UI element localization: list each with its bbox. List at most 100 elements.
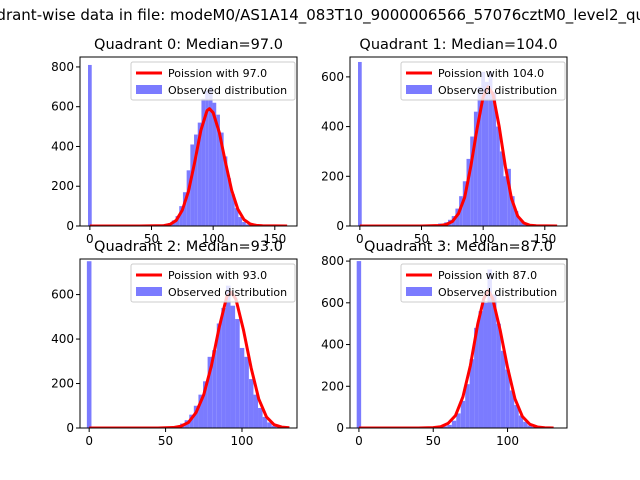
- histogram-bar: [469, 359, 475, 428]
- x-tick-label: 50: [144, 232, 159, 246]
- x-tick-label: 100: [472, 232, 495, 246]
- y-tick-label: 400: [51, 332, 74, 346]
- histogram-bar: [201, 98, 206, 226]
- x-tick-label: 0: [86, 232, 94, 246]
- histogram-bar: [462, 181, 467, 226]
- y-tick-label: 600: [51, 100, 74, 114]
- histogram-bar: [499, 151, 504, 226]
- histogram-bar: [510, 196, 515, 226]
- histogram-bar: [514, 211, 519, 226]
- axes-frame: [79, 56, 298, 227]
- histogram-bar: [518, 218, 522, 226]
- legend: Poission with 87.0 Observed distribution: [400, 263, 566, 303]
- histogram-bar: [242, 222, 246, 226]
- histogram-bar: [503, 176, 508, 226]
- histogram-bar: [442, 426, 448, 428]
- y-tick-label: 800: [51, 60, 74, 74]
- axes-frame: [79, 258, 298, 429]
- histogram-bar: [238, 217, 243, 226]
- subplot-title: Quadrant 2: Median=93.0: [94, 239, 283, 255]
- histogram-bar: [271, 425, 277, 428]
- histogram-bar: [230, 305, 236, 428]
- legend-box: [130, 61, 296, 101]
- legend-label-observed: Observed distribution: [168, 286, 287, 299]
- x-tick-label: 0: [85, 434, 93, 448]
- x-tick-label: 50: [426, 434, 441, 448]
- histogram-bar: [244, 356, 249, 428]
- histogram-bar: [245, 224, 250, 226]
- poisson-curve-line: [89, 107, 288, 226]
- plot-marks: [88, 64, 288, 226]
- histogram-bar: [86, 261, 92, 428]
- x-tick-label: 100: [231, 434, 254, 448]
- subplot-title: Quadrant 3: Median=87.0: [364, 239, 553, 255]
- y-tick-label: 0: [336, 421, 344, 435]
- histogram-bar: [496, 126, 500, 226]
- legend-label-poisson: Poission with 104.0: [438, 67, 544, 80]
- y-tick-label: 0: [66, 219, 74, 233]
- legend-label-observed: Observed distribution: [168, 84, 287, 97]
- histogram-bar: [523, 421, 528, 428]
- legend-box: [400, 263, 566, 303]
- histogram-bar: [456, 413, 461, 428]
- histogram-bar: [182, 192, 187, 226]
- legend: Poission with 104.0 Observed distribution: [400, 61, 566, 101]
- x-tick-label: 0: [356, 232, 364, 246]
- histogram-bar: [488, 71, 493, 226]
- legend-label-poisson: Poission with 87.0: [438, 269, 537, 282]
- histogram-bar: [358, 61, 362, 226]
- histogram-bar: [258, 407, 263, 428]
- histogram-bar: [474, 327, 479, 428]
- legend-bar-swatch: [136, 287, 162, 296]
- legend-bar-swatch: [406, 85, 432, 94]
- histogram-bar: [227, 178, 232, 226]
- legend-label-poisson: Poission with 97.0: [168, 67, 267, 80]
- legend-box: [400, 61, 566, 101]
- subplot-quadrant-2: Quadrant 2: Median=93.0 0 50 100 0 200 400 600 P…: [51, 239, 298, 448]
- histogram-bar: [485, 81, 489, 226]
- histogram-bar: [198, 394, 204, 428]
- histogram-bar: [473, 111, 478, 226]
- legend-label-observed: Observed distribution: [438, 84, 557, 97]
- histogram-bar: [203, 381, 208, 428]
- subplot-title: Quadrant 0: Median=97.0: [94, 37, 283, 53]
- histogram-bar: [507, 168, 511, 226]
- legend-bar-swatch: [406, 287, 432, 296]
- histogram-bar: [219, 132, 224, 226]
- histogram-bar: [532, 426, 537, 428]
- histogram-bar: [478, 311, 484, 428]
- histogram-bar: [487, 269, 492, 428]
- y-tick-label: 0: [66, 421, 74, 435]
- histogram-bar: [466, 158, 471, 226]
- histogram-bar: [253, 394, 259, 428]
- y-tick-label: 0: [336, 219, 344, 233]
- y-tick-label: 200: [321, 379, 344, 393]
- histogram-bar: [190, 144, 195, 226]
- axes-frame: [349, 258, 568, 429]
- histogram-bar: [231, 194, 235, 226]
- x-tick-label: 150: [263, 232, 286, 246]
- histogram-bar: [235, 319, 240, 428]
- y-tick-label: 200: [321, 169, 344, 183]
- histogram-bar: [481, 71, 486, 226]
- histogram-bar: [518, 415, 524, 428]
- histogram-bar: [193, 405, 199, 428]
- histogram-bar: [262, 416, 268, 428]
- histogram-bar: [356, 261, 362, 428]
- histogram-bar: [460, 400, 466, 428]
- x-tick-label: 100: [496, 434, 519, 448]
- histogram-bar: [492, 91, 497, 226]
- histogram-bar: [514, 405, 519, 428]
- x-tick-label: 50: [158, 434, 173, 448]
- x-tick-label: 150: [533, 232, 556, 246]
- figure-suptitle: Plots for Quadrant-wise data in file: mo…: [0, 6, 640, 25]
- histogram-bar: [496, 323, 501, 428]
- histogram-bar: [509, 390, 515, 428]
- histogram-bar: [447, 424, 452, 428]
- subplot-quadrant-0: Quadrant 0: Median=97.0 0 50 100 150 0 200 400 6…: [51, 37, 298, 246]
- x-tick-label: 50: [414, 232, 429, 246]
- histogram-bar: [248, 379, 254, 428]
- legend-box: [130, 263, 296, 303]
- histogram-bar: [239, 347, 245, 428]
